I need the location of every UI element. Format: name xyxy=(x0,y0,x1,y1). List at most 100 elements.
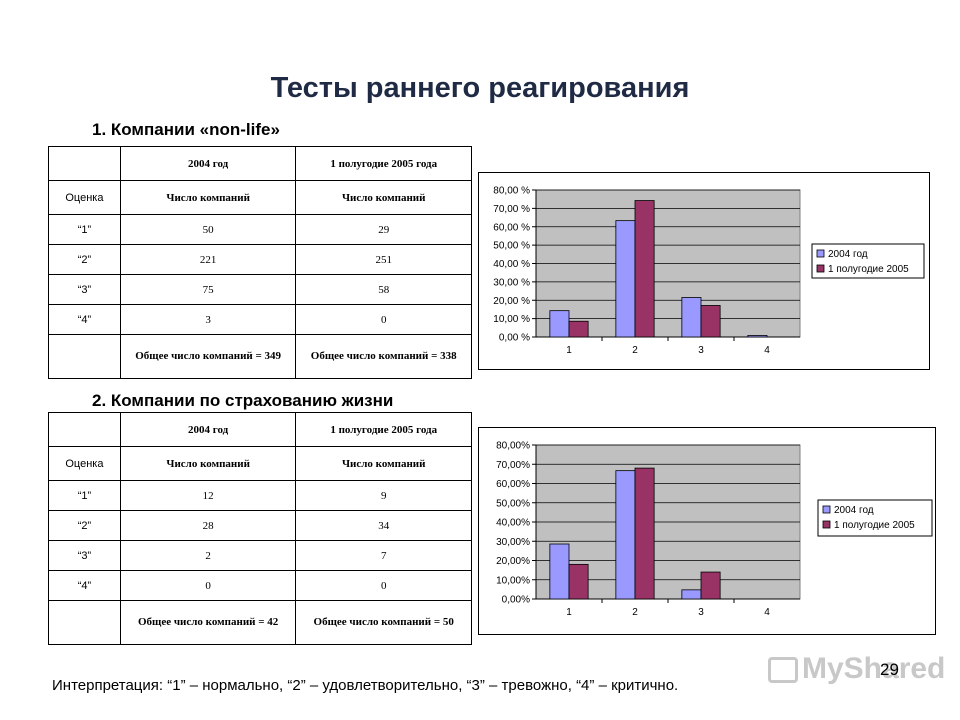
table-subheader-row: Оценка Число компаний Число компаний xyxy=(48,180,472,215)
bar xyxy=(634,200,655,338)
legend-box xyxy=(811,243,925,279)
table-cell: 7 xyxy=(295,540,472,571)
table-row: “3” 75 58 xyxy=(48,274,472,305)
y-tick-label: 70,00% xyxy=(496,460,530,471)
table-header-cell: 1 полугодие 2005 года xyxy=(295,412,472,447)
bar xyxy=(568,320,589,338)
table-cell: 58 xyxy=(295,274,472,305)
y-tick-label: 60,00 % xyxy=(493,222,530,233)
x-tick-label: 3 xyxy=(698,345,704,356)
bar xyxy=(615,470,636,600)
bar xyxy=(634,467,655,600)
x-tick-label: 1 xyxy=(566,345,572,356)
table-cell: “4” xyxy=(48,570,121,601)
table-header-row: 2004 год 1 полугодие 2005 года xyxy=(48,412,472,447)
section-heading-non-life: 1. Компании «non-life» xyxy=(92,120,280,139)
y-tick-label: 50,00% xyxy=(496,498,530,509)
bar xyxy=(747,335,768,338)
y-tick-label: 10,00 % xyxy=(493,314,530,325)
table-cell: “3” xyxy=(48,274,121,305)
y-tick-label: 50,00 % xyxy=(493,241,530,252)
table-life: 2004 год 1 полугодие 2005 года Оценка Чи… xyxy=(48,412,472,645)
legend-label: 2004 год xyxy=(834,505,874,516)
page-title: Тесты раннего реагирования xyxy=(270,72,690,104)
x-tick-label: 3 xyxy=(698,607,704,618)
table-cell: “2” xyxy=(48,510,121,541)
legend-box xyxy=(817,499,933,537)
table-cell: 28 xyxy=(119,510,297,541)
table-cell: 12 xyxy=(119,480,297,511)
bar xyxy=(568,563,589,600)
bar xyxy=(681,589,702,600)
table-cell: “3” xyxy=(48,540,121,571)
x-tick-label: 4 xyxy=(764,607,770,618)
table-cell: 50 xyxy=(119,214,297,245)
table-header-cell: 2004 год xyxy=(119,146,297,181)
legend-label: 1 полугодие 2005 xyxy=(828,264,909,275)
legend-label: 2004 год xyxy=(828,249,868,260)
y-tick-label: 60,00% xyxy=(496,479,530,490)
table-header-row: 2004 год 1 полугодие 2005 года xyxy=(48,146,472,181)
table-cell: “1” xyxy=(48,214,121,245)
y-tick-label: 40,00% xyxy=(496,518,530,529)
table-row: “4” 0 0 xyxy=(48,570,472,601)
table-row: “2” 221 251 xyxy=(48,244,472,275)
legend-swatch xyxy=(822,520,831,529)
table-cell: 221 xyxy=(119,244,297,275)
table-cell: 3 xyxy=(119,304,297,335)
table-subheader-cell: Число компаний xyxy=(119,446,297,481)
table-row: “1” 50 29 xyxy=(48,214,472,245)
table-total-row: Общее число компаний = 42 Общее число ко… xyxy=(48,600,472,645)
table-subheader-cell: Оценка xyxy=(48,180,121,215)
table-total-cell: Общее число компаний = 349 xyxy=(119,334,297,379)
table-subheader-cell: Оценка xyxy=(48,446,121,481)
x-tick-label: 2 xyxy=(632,345,638,356)
bar xyxy=(549,310,570,338)
y-tick-label: 30,00 % xyxy=(493,277,530,288)
table-cell xyxy=(48,600,121,645)
table-subheader-cell: Число компаний xyxy=(295,446,472,481)
table-row: “1” 12 9 xyxy=(48,480,472,511)
legend-swatch xyxy=(816,249,825,258)
bar xyxy=(681,297,702,338)
table-cell: 0 xyxy=(295,570,472,601)
watermark-logo-icon xyxy=(768,657,798,684)
y-tick-label: 0,00 % xyxy=(499,333,530,344)
bar-chart-life: 0,00% 10,00% 20,00% 30,00% 40,00% 50,00% 60,00… xyxy=(478,427,936,635)
table-header-cell: 1 полугодие 2005 года xyxy=(295,146,472,181)
section-heading-life: 2. Компании по страхованию жизни xyxy=(92,391,394,410)
legend-swatch xyxy=(816,264,825,273)
table-header-cell xyxy=(48,146,121,181)
y-tick-label: 70,00 % xyxy=(493,204,530,215)
x-tick-label: 2 xyxy=(632,607,638,618)
table-total-cell: Общее число компаний = 42 xyxy=(119,600,297,645)
y-tick-label: 80,00 % xyxy=(493,186,530,197)
table-cell: 0 xyxy=(119,570,297,601)
table-subheader-cell: Число компаний xyxy=(295,180,472,215)
table-cell: 75 xyxy=(119,274,297,305)
bar xyxy=(700,305,721,338)
bar xyxy=(549,543,570,600)
bar xyxy=(700,571,721,600)
table-cell: “4” xyxy=(48,304,121,335)
x-tick-label: 1 xyxy=(566,607,572,618)
page-number: 29 xyxy=(880,660,899,679)
y-tick-label: 80,00% xyxy=(496,441,530,452)
table-cell: “2” xyxy=(48,244,121,275)
table-cell: 2 xyxy=(119,540,297,571)
bar xyxy=(615,220,636,338)
watermark-text: MyShared xyxy=(802,652,946,685)
table-row: “4” 3 0 xyxy=(48,304,472,335)
table-cell xyxy=(48,334,121,379)
table-cell: 34 xyxy=(295,510,472,541)
table-cell: 0 xyxy=(295,304,472,335)
table-header-cell: 2004 год xyxy=(119,412,297,447)
table-cell: 29 xyxy=(295,214,472,245)
bar-chart-non-life: 0,00 % 10,00 % 20,00 % 30,00 % 40,00 % 50,00 … xyxy=(478,172,930,370)
table-total-cell: Общее число компаний = 338 xyxy=(295,334,472,379)
y-tick-label: 10,00% xyxy=(496,575,530,586)
y-tick-label: 40,00 % xyxy=(493,259,530,270)
table-row: “2” 28 34 xyxy=(48,510,472,541)
y-tick-label: 20,00% xyxy=(496,556,530,567)
table-total-row: Общее число компаний = 349 Общее число к… xyxy=(48,334,472,379)
